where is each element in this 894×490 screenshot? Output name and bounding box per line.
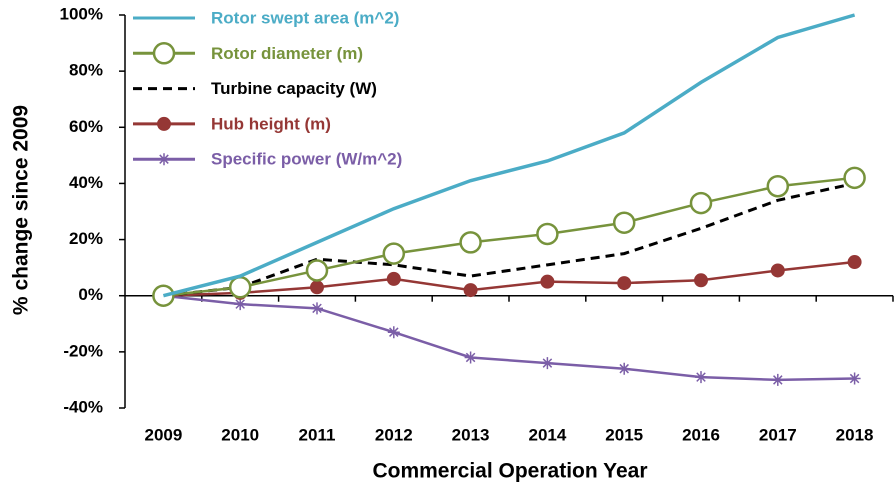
- legend-label: Hub height (m): [211, 114, 331, 133]
- legend-label: Turbine capacity (W): [211, 79, 377, 98]
- marker: [152, 42, 176, 65]
- marker: [612, 211, 636, 234]
- series-line: [162, 13, 856, 298]
- series-line: [163, 294, 855, 382]
- marker: [157, 116, 171, 131]
- marker: [382, 242, 406, 265]
- y-tick-label: 60%: [69, 117, 103, 136]
- marker: [771, 373, 784, 386]
- marker: [386, 271, 401, 286]
- series: [162, 13, 856, 298]
- x-tick-label: 2012: [375, 425, 413, 444]
- marker: [387, 326, 400, 339]
- y-tick-label: 40%: [69, 173, 103, 192]
- marker: [617, 276, 632, 291]
- series: [157, 289, 861, 386]
- y-tick-label: -20%: [63, 341, 103, 360]
- marker: [541, 357, 554, 370]
- marker: [540, 274, 555, 289]
- marker: [689, 191, 713, 215]
- marker: [305, 259, 329, 282]
- y-tick-label: 80%: [69, 61, 103, 80]
- marker: [770, 263, 785, 278]
- marker: [847, 255, 862, 270]
- x-tick-label: 2015: [605, 425, 643, 444]
- x-tick-label: 2009: [144, 425, 182, 444]
- series-line: [163, 181, 855, 298]
- legend-label: Rotor diameter (m): [211, 44, 363, 63]
- marker: [234, 298, 247, 311]
- series: [163, 181, 855, 298]
- x-axis-title: Commercial Operation Year: [372, 460, 647, 483]
- x-tick-label: 2016: [682, 425, 720, 444]
- x-tick-label: 2014: [528, 425, 566, 444]
- x-tick-label: 2018: [836, 425, 874, 444]
- marker: [311, 302, 323, 315]
- x-tick-label: 2011: [299, 425, 336, 444]
- legend-item: Specific power (W/m^2): [133, 150, 402, 169]
- legend-label: Rotor swept area (m^2): [211, 8, 399, 27]
- legend-item: Rotor diameter (m): [133, 42, 363, 65]
- legend-item: Turbine capacity (W): [133, 79, 377, 98]
- x-tick-label: 2017: [759, 425, 797, 444]
- y-axis-title: % change since 2009: [10, 105, 33, 315]
- legend-item: Hub height (m): [133, 114, 331, 133]
- x-tick-label: 2013: [452, 425, 490, 444]
- legend-item: Rotor swept area (m^2): [133, 8, 399, 27]
- series-line: [163, 176, 855, 297]
- marker: [618, 362, 631, 375]
- y-tick-label: -40%: [63, 397, 103, 416]
- marker: [694, 273, 708, 288]
- y-tick-label: 0%: [78, 285, 103, 304]
- marker: [310, 280, 324, 295]
- marker: [463, 283, 478, 298]
- y-tick-label: 100%: [60, 4, 103, 23]
- marker: [848, 372, 861, 385]
- marker: [766, 174, 790, 198]
- series: [152, 166, 866, 307]
- marker: [464, 351, 477, 364]
- marker: [695, 371, 707, 384]
- marker: [843, 166, 866, 190]
- legend-label: Specific power (W/m^2): [211, 150, 402, 169]
- marker: [536, 222, 559, 246]
- marker: [459, 231, 482, 254]
- y-tick-label: 20%: [69, 229, 103, 248]
- series-line: [163, 260, 855, 297]
- marker: [228, 276, 252, 299]
- marker: [158, 153, 170, 166]
- x-tick-label: 2010: [221, 425, 259, 444]
